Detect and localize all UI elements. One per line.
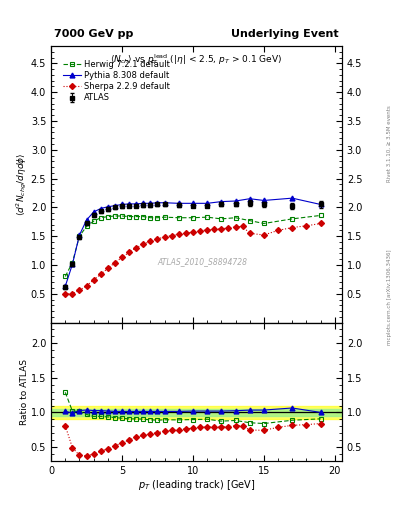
Pythia 8.308 default [127, 201, 132, 207]
Pythia 8.308 default [247, 196, 252, 202]
Herwig 7.2.1 default [119, 213, 124, 219]
Sherpa 2.2.9 default [77, 287, 82, 293]
Pythia 8.308 default [290, 195, 295, 201]
Herwig 7.2.1 default [98, 215, 103, 221]
Herwig 7.2.1 default [105, 214, 110, 220]
Pythia 8.308 default [70, 261, 75, 267]
Pythia 8.308 default [105, 204, 110, 210]
Sherpa 2.2.9 default [219, 226, 224, 232]
Sherpa 2.2.9 default [176, 231, 181, 238]
Sherpa 2.2.9 default [226, 225, 231, 231]
Pythia 8.308 default [261, 197, 266, 203]
Herwig 7.2.1 default [219, 216, 224, 222]
Herwig 7.2.1 default [233, 215, 238, 221]
Herwig 7.2.1 default [247, 218, 252, 224]
Sherpa 2.2.9 default [276, 227, 281, 233]
Herwig 7.2.1 default [141, 214, 146, 220]
Sherpa 2.2.9 default [98, 271, 103, 278]
Pythia 8.308 default [148, 200, 153, 206]
Herwig 7.2.1 default [91, 218, 96, 224]
Herwig 7.2.1 default [176, 215, 181, 221]
X-axis label: $p_T$ (leading track) [GeV]: $p_T$ (leading track) [GeV] [138, 478, 255, 493]
Line: Herwig 7.2.1 default: Herwig 7.2.1 default [63, 213, 323, 279]
Text: Rivet 3.1.10, ≥ 3.5M events: Rivet 3.1.10, ≥ 3.5M events [387, 105, 391, 182]
Sherpa 2.2.9 default [127, 249, 132, 255]
Herwig 7.2.1 default [112, 213, 117, 219]
Pythia 8.308 default [318, 201, 323, 207]
Herwig 7.2.1 default [127, 214, 132, 220]
Herwig 7.2.1 default [134, 214, 139, 220]
Sherpa 2.2.9 default [290, 224, 295, 230]
Pythia 8.308 default [63, 283, 68, 289]
Line: Pythia 8.308 default: Pythia 8.308 default [63, 196, 323, 289]
Pythia 8.308 default [134, 201, 139, 207]
Pythia 8.308 default [233, 198, 238, 204]
Text: mcplots.cern.ch [arXiv:1306.3436]: mcplots.cern.ch [arXiv:1306.3436] [387, 249, 391, 345]
Herwig 7.2.1 default [84, 223, 89, 229]
Sherpa 2.2.9 default [141, 241, 146, 247]
Pythia 8.308 default [98, 205, 103, 211]
Pythia 8.308 default [219, 199, 224, 205]
Herwig 7.2.1 default [205, 214, 209, 220]
Pythia 8.308 default [112, 203, 117, 209]
Pythia 8.308 default [162, 200, 167, 206]
Bar [51, 409, 342, 416]
Pythia 8.308 default [176, 200, 181, 206]
Pythia 8.308 default [84, 217, 89, 223]
Text: $\langle N_{ch}\rangle$ vs $p_T^{\rm lead}$ ($|\eta|$ < 2.5, $p_T$ > 0.1 GeV): $\langle N_{ch}\rangle$ vs $p_T^{\rm lea… [110, 52, 283, 67]
Herwig 7.2.1 default [191, 215, 195, 221]
Herwig 7.2.1 default [162, 214, 167, 220]
Line: Sherpa 2.2.9 default: Sherpa 2.2.9 default [63, 221, 323, 296]
Legend: Herwig 7.2.1 default, Pythia 8.308 default, Sherpa 2.2.9 default, ATLAS: Herwig 7.2.1 default, Pythia 8.308 defau… [61, 58, 172, 104]
Sherpa 2.2.9 default [155, 236, 160, 242]
Text: Underlying Event: Underlying Event [231, 29, 339, 39]
Herwig 7.2.1 default [290, 216, 295, 222]
Sherpa 2.2.9 default [91, 277, 96, 283]
Herwig 7.2.1 default [155, 215, 160, 221]
Sherpa 2.2.9 default [70, 291, 75, 297]
Y-axis label: Ratio to ATLAS: Ratio to ATLAS [20, 359, 29, 424]
Pythia 8.308 default [77, 232, 82, 238]
Sherpa 2.2.9 default [261, 232, 266, 238]
Text: ATLAS_2010_S8894728: ATLAS_2010_S8894728 [157, 257, 247, 266]
Sherpa 2.2.9 default [233, 224, 238, 230]
Sherpa 2.2.9 default [205, 227, 209, 233]
Sherpa 2.2.9 default [84, 283, 89, 289]
Pythia 8.308 default [119, 201, 124, 207]
Sherpa 2.2.9 default [63, 291, 68, 297]
Herwig 7.2.1 default [70, 260, 75, 266]
Pythia 8.308 default [141, 200, 146, 206]
Sherpa 2.2.9 default [169, 232, 174, 239]
Herwig 7.2.1 default [148, 215, 153, 221]
Sherpa 2.2.9 default [105, 265, 110, 271]
Sherpa 2.2.9 default [191, 229, 195, 235]
Sherpa 2.2.9 default [304, 223, 309, 229]
Sherpa 2.2.9 default [184, 230, 188, 237]
Herwig 7.2.1 default [318, 212, 323, 219]
Sherpa 2.2.9 default [119, 254, 124, 261]
Sherpa 2.2.9 default [162, 233, 167, 240]
Herwig 7.2.1 default [261, 220, 266, 226]
Sherpa 2.2.9 default [112, 260, 117, 266]
Sherpa 2.2.9 default [240, 223, 245, 229]
Y-axis label: $\langle d^2 N_{chg}/d\eta d\phi \rangle$: $\langle d^2 N_{chg}/d\eta d\phi \rangle… [15, 153, 29, 216]
Sherpa 2.2.9 default [148, 238, 153, 244]
Pythia 8.308 default [191, 200, 195, 206]
Pythia 8.308 default [91, 209, 96, 215]
Sherpa 2.2.9 default [212, 226, 217, 232]
Text: 7000 GeV pp: 7000 GeV pp [54, 29, 133, 39]
Sherpa 2.2.9 default [134, 245, 139, 251]
Pythia 8.308 default [155, 200, 160, 206]
Sherpa 2.2.9 default [318, 220, 323, 226]
Sherpa 2.2.9 default [198, 228, 202, 234]
Herwig 7.2.1 default [63, 273, 68, 280]
Bar [51, 406, 342, 419]
Herwig 7.2.1 default [77, 233, 82, 239]
Pythia 8.308 default [205, 200, 209, 206]
Sherpa 2.2.9 default [247, 230, 252, 237]
